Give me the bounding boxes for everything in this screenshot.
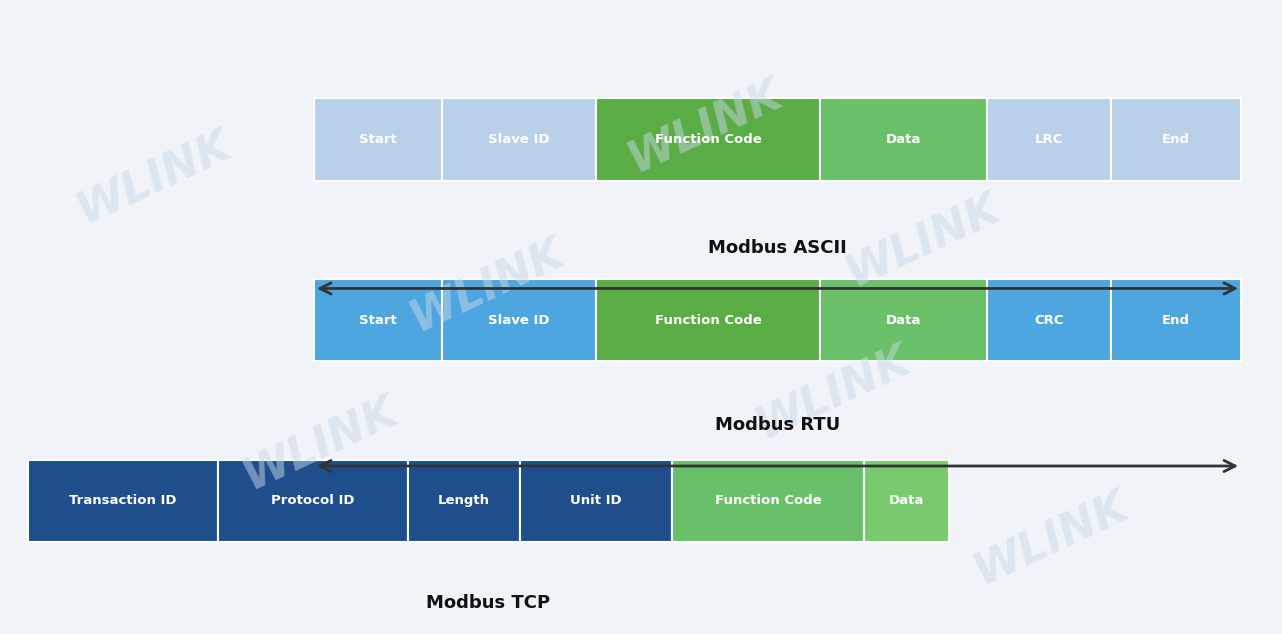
Text: Length: Length (438, 495, 490, 507)
FancyBboxPatch shape (987, 279, 1111, 361)
FancyBboxPatch shape (28, 460, 218, 542)
FancyBboxPatch shape (442, 279, 596, 361)
Text: Function Code: Function Code (714, 495, 822, 507)
FancyBboxPatch shape (820, 98, 987, 181)
FancyBboxPatch shape (442, 98, 596, 181)
Text: Start: Start (359, 133, 397, 146)
Text: End: End (1163, 133, 1190, 146)
Text: Slave ID: Slave ID (488, 133, 550, 146)
Text: WLINK: WLINK (620, 72, 790, 181)
FancyBboxPatch shape (864, 460, 949, 542)
Text: Protocol ID: Protocol ID (271, 495, 355, 507)
Text: Transaction ID: Transaction ID (69, 495, 177, 507)
Text: WLINK: WLINK (967, 484, 1136, 593)
FancyBboxPatch shape (520, 460, 672, 542)
FancyBboxPatch shape (1111, 279, 1241, 361)
Text: Data: Data (888, 495, 924, 507)
Text: Modbus ASCII: Modbus ASCII (708, 239, 847, 257)
Text: Data: Data (886, 314, 922, 327)
Text: WLINK: WLINK (236, 389, 405, 498)
Text: Function Code: Function Code (655, 314, 762, 327)
FancyBboxPatch shape (596, 279, 820, 361)
FancyBboxPatch shape (1111, 98, 1241, 181)
Text: LRC: LRC (1035, 133, 1064, 146)
Text: Data: Data (886, 133, 922, 146)
Text: WLINK: WLINK (403, 231, 572, 340)
FancyBboxPatch shape (820, 279, 987, 361)
FancyBboxPatch shape (672, 460, 864, 542)
FancyBboxPatch shape (408, 460, 520, 542)
FancyBboxPatch shape (218, 460, 408, 542)
Text: Modbus TCP: Modbus TCP (427, 594, 550, 612)
Text: Start: Start (359, 314, 397, 327)
Text: WLINK: WLINK (69, 123, 238, 232)
FancyBboxPatch shape (314, 279, 442, 361)
Text: WLINK: WLINK (838, 186, 1008, 295)
FancyBboxPatch shape (596, 98, 820, 181)
Text: WLINK: WLINK (749, 339, 918, 448)
Text: CRC: CRC (1035, 314, 1064, 327)
FancyBboxPatch shape (314, 98, 442, 181)
Text: Function Code: Function Code (655, 133, 762, 146)
Text: End: End (1163, 314, 1190, 327)
Text: Unit ID: Unit ID (570, 495, 622, 507)
FancyBboxPatch shape (987, 98, 1111, 181)
Text: Modbus RTU: Modbus RTU (715, 417, 840, 434)
Text: Slave ID: Slave ID (488, 314, 550, 327)
